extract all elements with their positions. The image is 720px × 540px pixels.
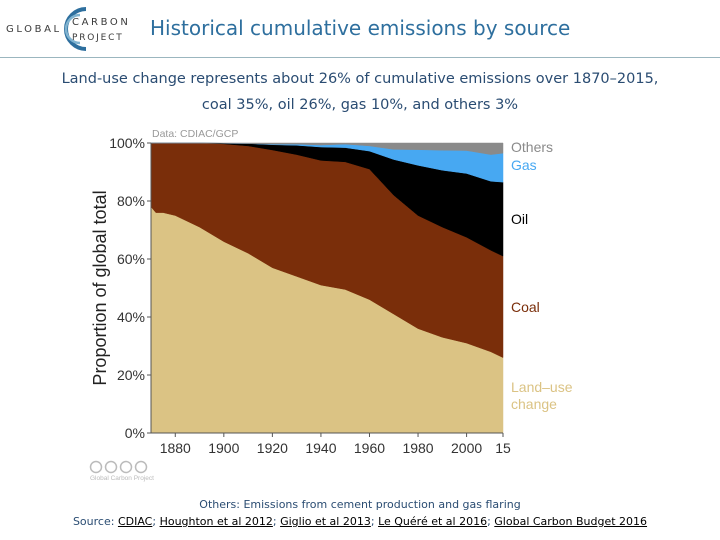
x-tick-label: 15	[495, 440, 511, 456]
global-carbon-project-logo: GLOBAL CARBON PROJECT	[6, 6, 136, 52]
footer-note: Others: Emissions from cement production…	[199, 498, 521, 511]
source-link-2[interactable]: Giglio et al 2013	[280, 515, 371, 528]
license-icon	[104, 460, 118, 474]
source-link-1[interactable]: Houghton et al 2012	[159, 515, 273, 528]
license-icon	[89, 460, 103, 474]
x-tick-label: 1980	[402, 440, 433, 456]
y-tick-label: 60%	[117, 251, 145, 267]
y-tick-label: 100%	[109, 135, 145, 151]
x-tick-label: 2000	[451, 440, 482, 456]
logo-text-project: PROJECT	[72, 33, 124, 43]
x-tick-label: 1960	[354, 440, 385, 456]
y-tick-label: 40%	[117, 309, 145, 325]
license-icon	[134, 460, 148, 474]
source-separator: ;	[487, 515, 495, 528]
subtitle: Land-use change represents about 26% of …	[40, 66, 680, 118]
area-others	[151, 142, 504, 155]
source-separator: ;	[370, 515, 379, 528]
source-link-4[interactable]: Global Carbon Budget 2016	[494, 515, 648, 528]
source-prefix: Source:	[72, 515, 118, 528]
watermark-text: Global Carbon Project	[90, 475, 154, 482]
series-label-coal: Coal	[511, 299, 540, 315]
logo-text-carbon: CARBON	[72, 17, 131, 28]
source-separator: ;	[272, 515, 281, 528]
data-credit-label: Data: CDIAC/GCP	[152, 128, 238, 140]
source-separator: ;	[152, 515, 160, 528]
y-tick-label: 0%	[125, 425, 145, 441]
license-icon	[119, 460, 133, 474]
logo-ring-icon	[64, 7, 87, 51]
x-tick-label: 1940	[305, 440, 336, 456]
y-tick-label: 80%	[117, 193, 145, 209]
page-title: Historical cumulative emissions by sourc…	[150, 16, 571, 40]
logo-text-global: GLOBAL	[6, 24, 62, 35]
footer-sources: Source: CDIAC; Houghton et al 2012; Gigl…	[0, 515, 720, 528]
y-axis-title: Proportion of global total	[90, 190, 110, 385]
subtitle-line-1: Land-use change represents about 26% of …	[61, 71, 659, 87]
subtitle-line-2: coal 35%, oil 26%, gas 10%, and others 3…	[201, 97, 519, 113]
x-tick-label: 1880	[160, 440, 191, 456]
x-tick-label: 1920	[257, 440, 288, 456]
source-link-3[interactable]: Le Quéré et al 2016	[378, 515, 488, 528]
y-tick-label: 20%	[117, 367, 145, 383]
source-link-0[interactable]: CDIAC	[117, 515, 153, 528]
x-tick-label: 1900	[208, 440, 239, 456]
source-links: CDIAC; Houghton et al 2012; Giglio et al…	[118, 515, 647, 528]
series-label-gas: Gas	[511, 157, 537, 173]
stacked-area-chart: 0% 20% 40% 60% 80% 100% 1880 1900 1920 1940 1960 19…	[89, 128, 573, 482]
series-label-oil: Oil	[511, 211, 528, 227]
title-divider	[0, 57, 720, 58]
series-label-land-use-change: Land–use	[511, 379, 573, 395]
series-label-others: Others	[511, 139, 553, 155]
series-label-land-use-change: change	[511, 396, 557, 412]
